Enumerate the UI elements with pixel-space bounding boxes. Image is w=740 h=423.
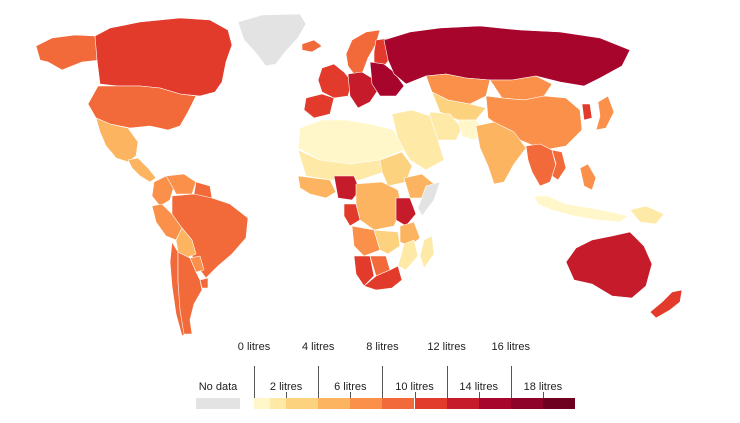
legend: No data 0 litres 4 litres 8 litres 12 litre…: [0, 340, 740, 423]
legend-label-top-2-tick: [382, 366, 383, 398]
region-eastern-europe[interactable]: [369, 61, 405, 97]
legend-swatch-5: [382, 398, 415, 409]
region-iberia[interactable]: [303, 93, 335, 119]
legend-label-bottom-2-tick: [415, 392, 416, 398]
legend-swatch-1: [270, 398, 287, 409]
legend-label-bottom-2: 10 litres: [395, 381, 434, 393]
legend-label-bottom-1: 6 litres: [334, 381, 367, 393]
legend-swatch-10: [542, 398, 575, 409]
legend-label-bottom-3: 14 litres: [459, 381, 498, 393]
region-philippines[interactable]: [579, 163, 597, 191]
legend-swatch-6: [414, 398, 447, 409]
legend-label-top-1: 4 litres: [301, 341, 335, 353]
region-japan[interactable]: [595, 95, 615, 131]
no-data-label: No data: [198, 381, 238, 393]
region-southeast-asia[interactable]: [525, 143, 557, 187]
region-greenland[interactable]: [237, 13, 307, 67]
legend-label-top-2: 8 litres: [366, 341, 399, 353]
region-mozambique[interactable]: [397, 239, 419, 271]
region-vietnam[interactable]: [551, 149, 567, 181]
legend-label-top-0: 0 litres: [237, 341, 271, 353]
legend-swatch-9: [510, 398, 543, 409]
region-gabon[interactable]: [343, 203, 361, 227]
region-scandinavia[interactable]: [345, 29, 381, 75]
region-madagascar[interactable]: [419, 235, 435, 269]
legend-label-bottom-0-tick: [286, 392, 287, 398]
legend-swatch-2: [286, 398, 319, 409]
region-korea[interactable]: [581, 103, 593, 121]
no-data-swatch: [196, 398, 240, 409]
region-iceland[interactable]: [301, 39, 323, 53]
region-south-africa[interactable]: [363, 265, 403, 291]
legend-swatch-4: [350, 398, 383, 409]
region-central-africa[interactable]: [355, 181, 403, 231]
region-alaska[interactable]: [35, 34, 101, 71]
legend-label-bottom-4: 18 litres: [523, 381, 563, 393]
region-central-america[interactable]: [127, 157, 157, 183]
legend-label-top-3-tick: [447, 366, 448, 398]
region-russia[interactable]: [383, 25, 631, 87]
region-australia[interactable]: [565, 231, 653, 299]
region-west-africa[interactable]: [297, 175, 337, 199]
region-new-zealand[interactable]: [649, 289, 683, 319]
region-tanzania[interactable]: [399, 221, 421, 247]
legend-swatch-0: [254, 398, 271, 409]
legend-label-top-4: 16 litres: [491, 341, 531, 353]
region-zambia[interactable]: [373, 229, 401, 255]
region-india[interactable]: [475, 121, 527, 185]
region-indonesia[interactable]: [533, 195, 629, 223]
legend-label-top-0-tick: [254, 366, 255, 398]
region-central-europe[interactable]: [347, 71, 379, 109]
legend-label-top-1-tick: [318, 366, 319, 398]
world-map: [35, 13, 683, 337]
legend-label-bottom-1-tick: [350, 392, 351, 398]
legend-label-top-4-tick: [511, 366, 512, 398]
legend-swatch-3: [318, 398, 351, 409]
region-argentina[interactable]: [177, 251, 203, 335]
region-western-europe[interactable]: [317, 63, 353, 99]
region-canada[interactable]: [94, 17, 233, 97]
region-papua-new-guinea[interactable]: [629, 205, 665, 225]
region-somalia[interactable]: [417, 181, 441, 217]
legend-swatch-7: [446, 398, 479, 409]
region-north-africa[interactable]: [297, 119, 405, 165]
region-namibia[interactable]: [353, 255, 375, 287]
legend-label-bottom-3-tick: [479, 392, 480, 398]
legend-swatch-8: [478, 398, 511, 409]
region-angola[interactable]: [351, 225, 381, 257]
legend-label-bottom-0: 2 litres: [269, 381, 303, 393]
region-uganda[interactable]: [395, 197, 417, 227]
legend-label-bottom-4-tick: [543, 392, 544, 398]
legend-label-top-3: 12 litres: [427, 341, 466, 353]
